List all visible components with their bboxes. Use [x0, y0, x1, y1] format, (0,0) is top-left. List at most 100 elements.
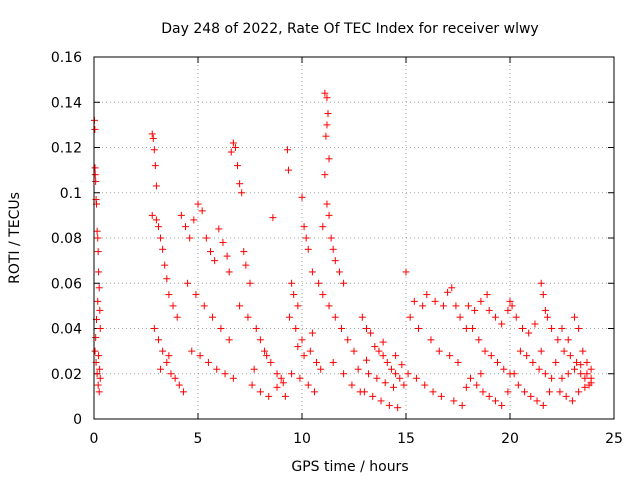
data-point: [227, 148, 235, 156]
data-point: [91, 164, 99, 172]
data-point: [523, 352, 531, 360]
data-point: [225, 336, 233, 344]
data-point: [444, 288, 452, 296]
data-point: [421, 381, 429, 389]
data-point: [392, 352, 400, 360]
data-point: [302, 234, 310, 242]
data-point: [340, 370, 348, 378]
data-point: [327, 234, 335, 242]
data-point: [354, 365, 362, 373]
data-point: [456, 313, 464, 321]
data-point: [198, 207, 206, 215]
data-point: [175, 381, 183, 389]
data-point: [300, 352, 308, 360]
data-point: [229, 374, 237, 382]
data-point: [242, 261, 250, 269]
data-point: [250, 365, 258, 373]
data-point: [215, 225, 223, 233]
data-point: [91, 171, 99, 179]
data-point: [279, 379, 287, 387]
data-point: [159, 245, 167, 253]
data-point: [381, 379, 389, 387]
data-point: [93, 370, 101, 378]
data-point: [439, 302, 447, 310]
data-point: [308, 268, 316, 276]
data-point: [529, 358, 537, 366]
data-point: [506, 297, 514, 305]
data-point: [93, 227, 101, 235]
x-tick-label: 10: [293, 431, 311, 447]
data-point: [558, 325, 566, 332]
data-point: [577, 361, 585, 369]
data-point: [211, 257, 219, 265]
data-point: [329, 358, 337, 366]
data-point: [157, 365, 165, 373]
data-point: [277, 374, 285, 382]
data-point: [404, 370, 412, 378]
data-point: [568, 397, 576, 405]
data-point: [348, 381, 356, 389]
data-point: [400, 381, 408, 389]
data-point: [531, 320, 539, 328]
data-point: [560, 347, 568, 355]
data-point: [406, 313, 414, 321]
data-point: [163, 358, 171, 366]
data-point: [541, 370, 549, 378]
data-point: [92, 177, 100, 185]
data-point: [288, 370, 296, 378]
data-point: [587, 374, 595, 382]
data-point: [435, 347, 443, 355]
plot-frame: [93, 56, 615, 420]
x-tick-label: 15: [397, 431, 415, 447]
data-point: [286, 313, 294, 321]
data-point: [95, 352, 103, 360]
data-point: [504, 388, 512, 396]
data-point: [157, 234, 165, 242]
data-point: [163, 275, 171, 283]
data-point: [169, 302, 177, 310]
data-point: [392, 370, 400, 378]
data-point: [462, 325, 470, 332]
data-point: [96, 325, 104, 332]
data-point: [165, 291, 173, 299]
data-point: [539, 291, 547, 299]
data-point: [281, 392, 289, 400]
data-point: [575, 388, 583, 396]
data-point: [91, 125, 99, 133]
data-point: [371, 343, 379, 351]
data-point: [236, 302, 244, 310]
data-point: [292, 325, 300, 332]
data-point: [514, 381, 522, 389]
data-point: [322, 132, 330, 140]
data-point: [95, 268, 103, 276]
data-point: [151, 162, 159, 170]
data-point: [570, 313, 578, 321]
data-point: [410, 297, 418, 305]
data-point: [217, 325, 225, 332]
data-point: [483, 291, 491, 299]
data-point: [573, 358, 581, 366]
data-point: [213, 365, 221, 373]
data-point: [159, 347, 167, 355]
data-point: [510, 370, 518, 378]
data-point: [471, 306, 479, 314]
data-point: [358, 313, 366, 321]
data-point: [182, 223, 190, 231]
data-point: [240, 248, 248, 256]
data-point: [437, 392, 445, 400]
data-point: [234, 162, 242, 170]
data-point: [294, 302, 302, 310]
data-point: [95, 284, 103, 292]
data-point: [96, 306, 104, 314]
data-point: [402, 268, 410, 276]
grid-layer: [94, 57, 614, 419]
data-point: [487, 352, 495, 360]
data-point: [452, 302, 460, 310]
data-point: [165, 352, 173, 360]
data-point: [94, 381, 102, 389]
data-point: [331, 313, 339, 321]
data-point: [95, 388, 103, 396]
data-point: [494, 358, 502, 366]
data-point: [184, 279, 192, 287]
data-point: [583, 358, 591, 366]
